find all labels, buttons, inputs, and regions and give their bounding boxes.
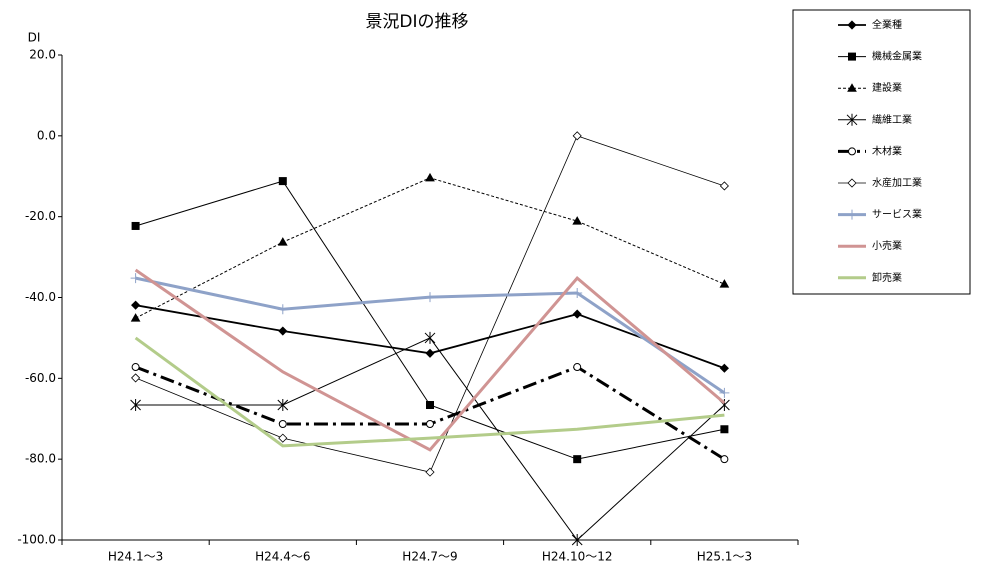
marker [572, 288, 583, 299]
legend-label: 繊維工業 [872, 113, 912, 126]
marker [131, 363, 140, 372]
chart-title: 景況DIの推移 [365, 12, 468, 32]
marker [847, 20, 857, 30]
marker [719, 387, 730, 398]
marker [846, 113, 858, 126]
marker [719, 279, 730, 288]
y-tick-label: -80.0 [25, 452, 56, 466]
legend-label: サービス業 [872, 208, 922, 221]
legend-label: 水産加工業 [872, 176, 922, 189]
legend-label: 小売業 [872, 239, 902, 252]
marker [719, 181, 729, 191]
series-line [135, 365, 726, 461]
marker [131, 373, 141, 383]
marker [573, 363, 582, 372]
marker [572, 309, 582, 319]
marker [278, 420, 287, 429]
marker [426, 420, 434, 429]
marker [848, 52, 856, 61]
y-tick-label: -60.0 [25, 371, 56, 385]
x-tick-label: H24.4～6 [255, 550, 310, 564]
marker [278, 177, 287, 186]
legend-box [792, 9, 971, 295]
series-line [134, 268, 726, 452]
y-tick-label: -20.0 [25, 209, 56, 223]
marker [277, 237, 288, 246]
marker [130, 399, 141, 412]
x-tick-label: H24.7～9 [402, 550, 457, 564]
marker [278, 326, 288, 336]
marker [130, 273, 141, 284]
marker [131, 221, 140, 230]
marker [571, 534, 583, 546]
legend-label: 建設業 [872, 81, 902, 94]
marker [720, 455, 729, 464]
marker [277, 399, 289, 412]
legend-label: 卸売業 [872, 271, 902, 284]
marker [278, 433, 288, 443]
y-tick-label: 20.0 [29, 48, 56, 62]
marker [572, 216, 583, 225]
marker [719, 363, 729, 373]
legend-label: 機械金属業 [872, 50, 922, 63]
marker [847, 209, 857, 220]
marker [425, 172, 435, 182]
marker [424, 331, 436, 344]
marker [572, 131, 582, 141]
y-tick-label: -100.0 [17, 533, 56, 547]
marker [277, 304, 288, 315]
y-tick-label: 0.0 [37, 128, 56, 142]
x-tick-label: H25.1～3 [697, 550, 752, 564]
marker [425, 348, 435, 358]
marker [131, 300, 141, 310]
x-tick-label: H24.10～12 [542, 550, 613, 564]
y-axis-label: DI [28, 31, 41, 45]
marker [573, 455, 582, 464]
marker [426, 401, 434, 410]
marker [425, 292, 435, 303]
marker [720, 425, 729, 434]
x-tick-label: H24.1～3 [108, 550, 163, 564]
legend-label: 木材業 [872, 144, 902, 157]
marker [425, 467, 435, 477]
series-line [134, 336, 725, 448]
y-tick-label: -40.0 [25, 290, 56, 304]
marker [847, 83, 857, 92]
legend-label: 全業種 [872, 18, 902, 31]
marker [847, 178, 857, 188]
marker [130, 313, 141, 322]
marker [848, 147, 856, 156]
